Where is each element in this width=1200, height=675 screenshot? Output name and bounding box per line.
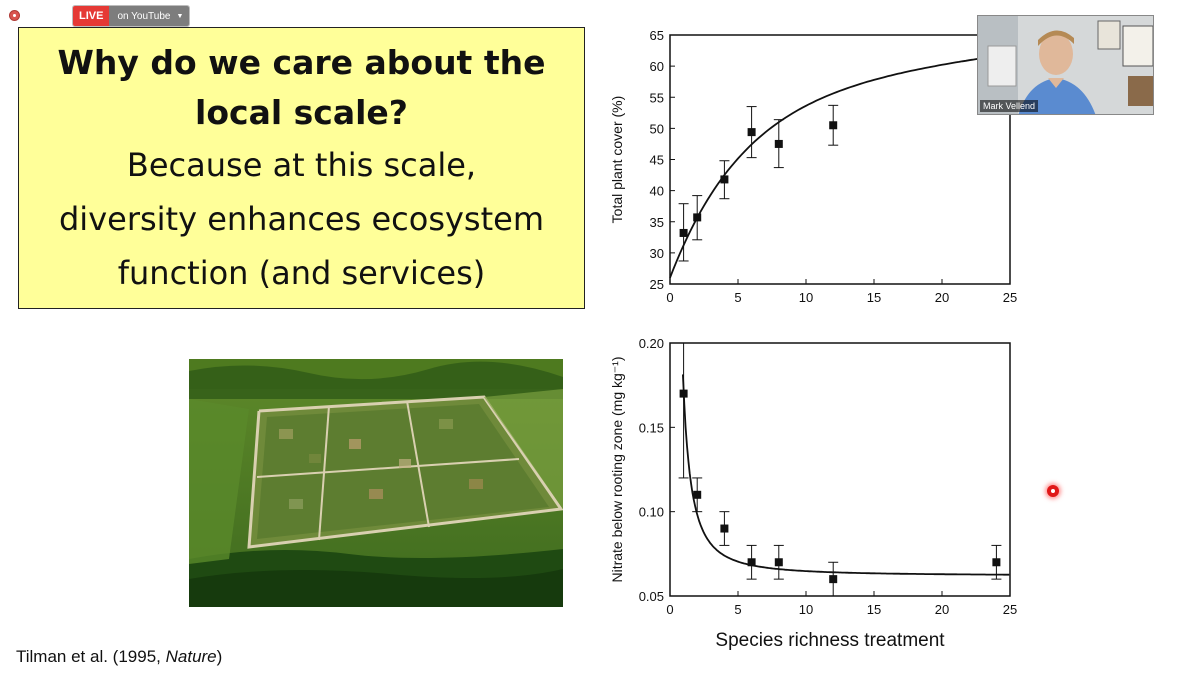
nitrate-chart: 0 5 10 15 20 25 0.05 0.10 0.15 0.20 Nitrate below …: [609, 336, 1017, 651]
participant-name: Mark Vellend: [980, 100, 1039, 112]
webcam-video-tile[interactable]: Mark Vellend: [977, 15, 1154, 115]
aerial-field-illustration: [189, 359, 563, 607]
slide-subtitle: Because at this scale, diversity enhance…: [19, 138, 584, 300]
cover-y-tick-label: 35: [650, 215, 664, 230]
cover-data-point: [720, 175, 729, 184]
plant-cover-chart: 0 5 10 15 20 25 25 30 35 40 45 50 55 60 65 Total plant …: [609, 28, 1017, 305]
nitrate-x-tick-label: 0: [666, 602, 673, 617]
nitrate-y-tick-label: 0.15: [639, 420, 664, 435]
cover-data-point: [693, 213, 702, 222]
cover-data-point: [829, 121, 838, 130]
webcam-person-illustration: [978, 16, 1153, 114]
nitrate-x-tick-label: 25: [1003, 602, 1017, 617]
nitrate-x-tick-label: 20: [935, 602, 949, 617]
aerial-field-photo: [189, 359, 563, 607]
slide-title-line-2: local scale?: [195, 93, 408, 132]
slide-subtitle-line-3: function (and services): [117, 254, 486, 292]
nitrate-data-point: [992, 558, 1001, 567]
slide-subtitle-line-1: Because at this scale,: [126, 146, 477, 184]
cover-y-tick-label: 30: [650, 246, 664, 261]
nitrate-x-tick-label: 10: [799, 602, 813, 617]
cover-x-tick-label: 25: [1003, 290, 1017, 305]
slide-title: Why do we care about the local scale?: [19, 38, 584, 138]
nitrate-data-point: [829, 575, 838, 584]
nitrate-y-axis-label: Nitrate below rooting zone (mg kg⁻¹): [609, 356, 625, 582]
cover-x-tick-label: 10: [799, 290, 813, 305]
live-badge: LIVE: [73, 6, 110, 26]
nitrate-plot-frame: [669, 342, 1011, 597]
cover-y-axis-label: Total plant cover (%): [609, 96, 625, 224]
cover-data-point: [679, 228, 688, 237]
cover-y-tick-label: 50: [650, 121, 664, 136]
cover-x-tick-label: 20: [935, 290, 949, 305]
slide-title-line-1: Why do we care about the: [57, 43, 546, 82]
slide-subtitle-line-2: diversity enhances ecosystem: [58, 200, 544, 238]
citation-journal: Nature: [165, 647, 217, 666]
cover-y-tick-label: 60: [650, 59, 664, 74]
nitrate-data-point: [747, 558, 756, 567]
cover-x-tick-label: 5: [734, 290, 741, 305]
nitrate-data-point: [693, 490, 702, 499]
nitrate-data-point: [774, 558, 783, 567]
nitrate-fit-curve: [682, 374, 1010, 576]
nitrate-x-tick-label: 5: [734, 602, 741, 617]
cover-y-tick-label: 55: [650, 90, 664, 105]
chevron-down-icon: ▼: [176, 12, 184, 20]
cover-fit-curve: [669, 55, 997, 279]
recording-indicator-icon: [9, 10, 20, 21]
cover-plot-frame: [669, 34, 1011, 285]
nitrate-y-tick-label: 0.20: [639, 336, 664, 351]
nitrate-x-tick-label: 15: [867, 602, 881, 617]
cover-y-tick-label: 25: [650, 277, 664, 292]
cover-x-tick-label: 0: [666, 290, 673, 305]
citation: Tilman et al. (1995, Nature): [16, 647, 222, 667]
live-stream-widget[interactable]: LIVE on YouTube ▼: [73, 6, 190, 26]
cover-y-tick-label: 45: [650, 153, 664, 168]
nitrate-data-point: [720, 524, 729, 533]
slide-title-box: Why do we care about the local scale? Be…: [18, 27, 585, 309]
cover-y-tick-label: 65: [650, 28, 664, 43]
cover-y-tick-label: 40: [650, 184, 664, 199]
citation-authors: Tilman et al. (1995,: [16, 647, 166, 666]
nitrate-x-axis-label: Species richness treatment: [715, 630, 945, 651]
cover-data-point: [747, 128, 756, 137]
live-service-dropdown[interactable]: on YouTube ▼: [109, 6, 190, 26]
nitrate-y-tick-label: 0.05: [639, 589, 664, 604]
live-service-label: on YouTube: [117, 10, 171, 22]
nitrate-data-point: [679, 389, 688, 398]
nitrate-y-tick-label: 0.10: [639, 505, 664, 520]
citation-close: ): [216, 647, 223, 666]
cover-data-point: [774, 139, 783, 148]
laser-pointer-icon: [1047, 485, 1059, 497]
cover-x-tick-label: 15: [867, 290, 881, 305]
